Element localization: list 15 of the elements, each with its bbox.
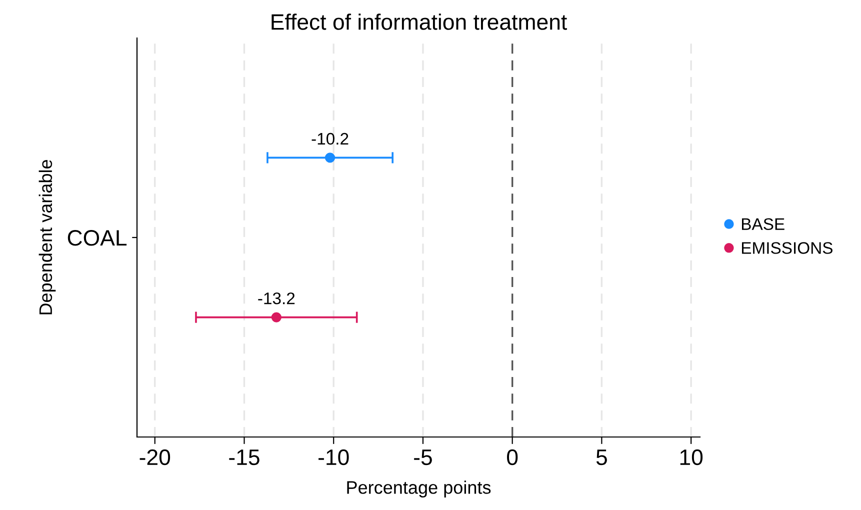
legend-label: EMISSIONS xyxy=(742,242,832,254)
chart-title: Effect of information treatment xyxy=(272,14,567,30)
x-axis-title: Percentage points xyxy=(347,480,491,498)
x-tick-label: 0 xyxy=(507,449,518,466)
y-tick-label: COAL xyxy=(68,230,127,246)
x-tick-label: -5 xyxy=(414,450,432,466)
legend-label: BASE xyxy=(742,218,784,230)
data-label: -10.2 xyxy=(312,132,348,145)
x-tick-label: -20 xyxy=(140,449,170,466)
data-label: -13.2 xyxy=(258,292,295,304)
x-tick-label: -10 xyxy=(318,449,349,466)
y-axis-title: Dependent variable xyxy=(38,160,56,314)
x-tick-label: -15 xyxy=(229,450,260,466)
x-tick-label: 5 xyxy=(596,450,607,466)
x-tick-label: 10 xyxy=(680,449,703,466)
